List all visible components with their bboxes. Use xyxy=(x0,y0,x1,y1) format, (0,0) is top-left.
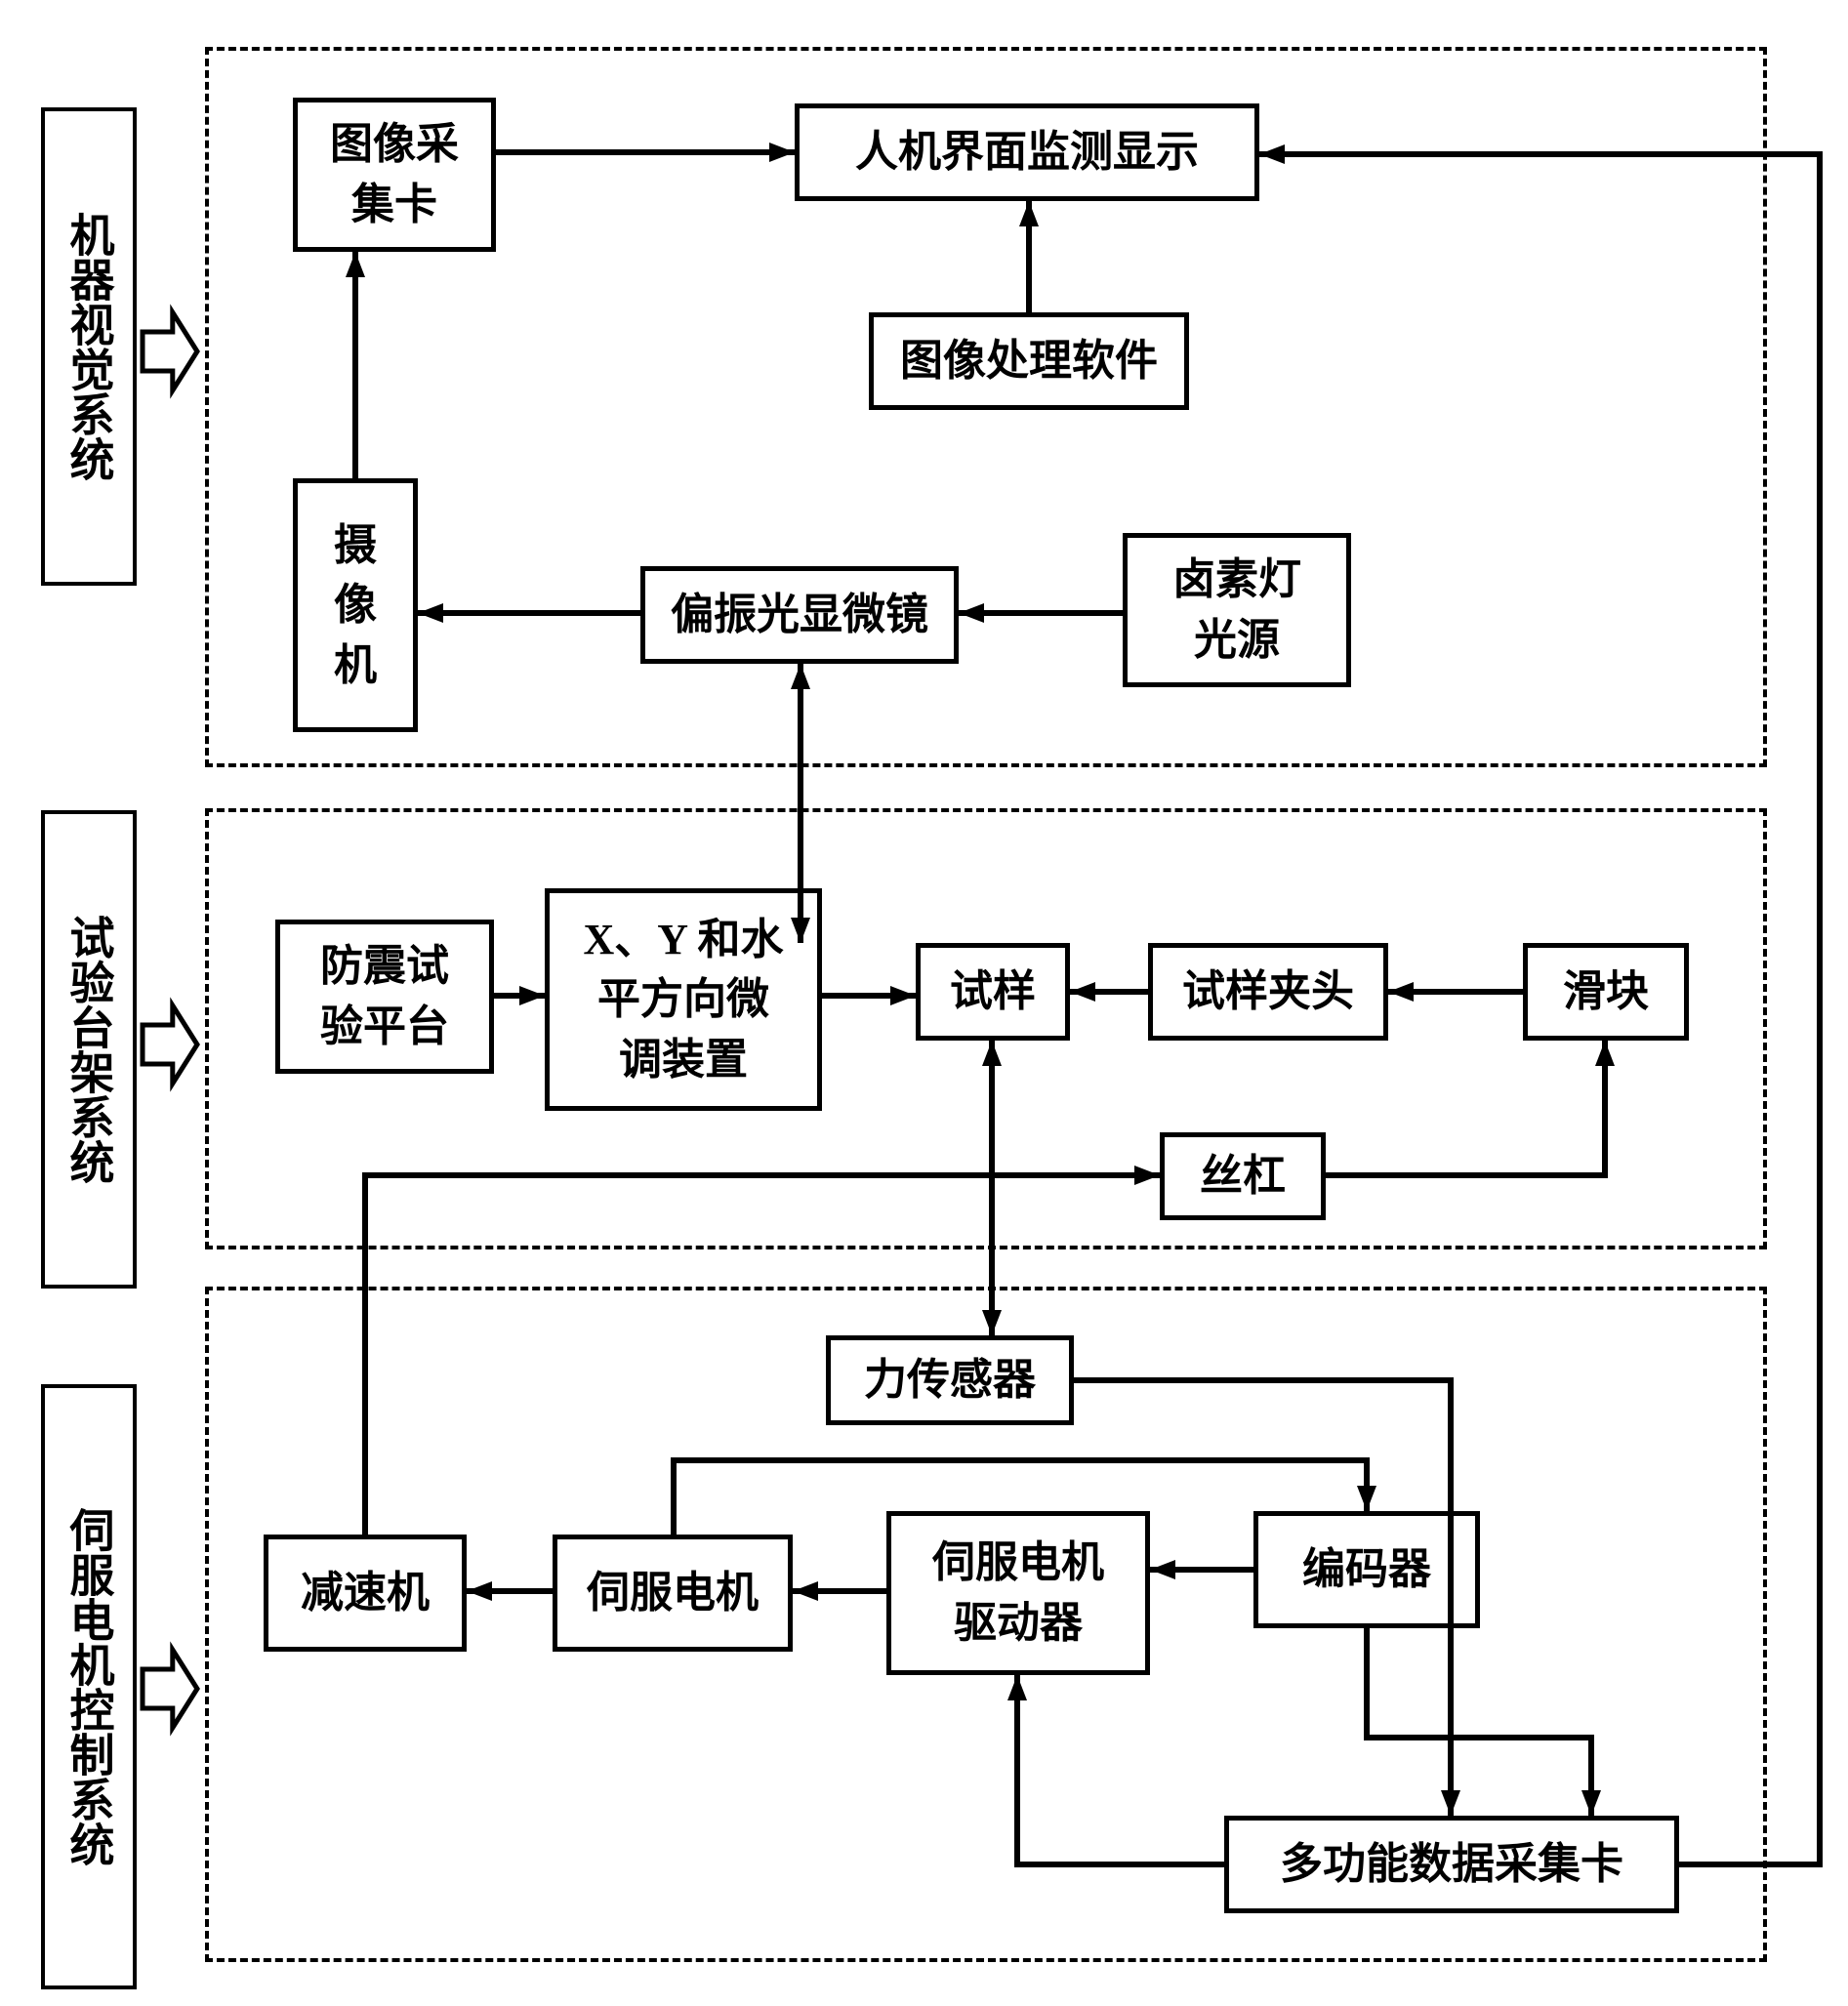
box-daq-card: 多功能数据采集卡 xyxy=(1224,1816,1679,1913)
box-encoder: 编码器 xyxy=(1253,1511,1480,1628)
box-servo-driver: 伺服电机驱动器 xyxy=(886,1511,1150,1675)
box-halogen-light: 卤素灯光源 xyxy=(1123,533,1351,687)
box-polarizing-microscope: 偏振光显微镜 xyxy=(640,566,959,664)
box-xy-adjust: X、Y 和水平方向微调装置 xyxy=(545,888,822,1111)
box-hmi-display: 人机界面监测显示 xyxy=(795,103,1259,201)
section-label-vision: 机器视觉系统 xyxy=(41,107,137,586)
box-anti-vibration-platform: 防震试验平台 xyxy=(275,920,494,1074)
box-servo-motor: 伺服电机 xyxy=(553,1535,793,1652)
box-specimen-chuck: 试样夹头 xyxy=(1148,943,1388,1041)
box-image-software: 图像处理软件 xyxy=(869,312,1189,410)
box-reducer: 减速机 xyxy=(264,1535,467,1652)
box-lead-screw: 丝杠 xyxy=(1160,1132,1326,1220)
box-camera: 摄像机 xyxy=(293,478,418,732)
section-label-platform: 试验台架系统 xyxy=(41,810,137,1289)
box-slider: 滑块 xyxy=(1523,943,1689,1041)
box-force-sensor: 力传感器 xyxy=(826,1335,1074,1425)
box-specimen: 试样 xyxy=(916,943,1070,1041)
section-label-servo: 伺服电机控制系统 xyxy=(41,1384,137,1989)
box-image-capture-card: 图像采集卡 xyxy=(293,98,496,252)
